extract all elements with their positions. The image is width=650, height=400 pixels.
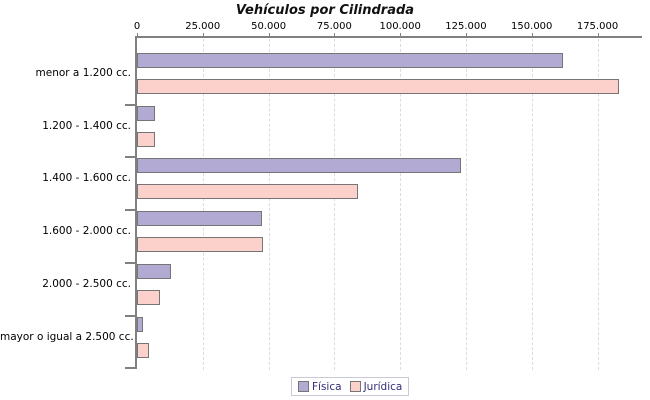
x-axis-tick xyxy=(531,33,533,38)
category-label: 1.200 - 1.400 cc. xyxy=(42,119,131,132)
category-label: mayor o igual a 2.500 cc. xyxy=(0,330,134,343)
bar-fisica xyxy=(137,316,144,332)
gridline xyxy=(400,39,402,370)
category-tick xyxy=(125,209,137,212)
x-axis-tick xyxy=(597,33,599,38)
category-label: 1.600 - 2.000 cc. xyxy=(42,225,131,238)
x-tick-label: 125.000 xyxy=(445,21,487,32)
legend: Física Jurídica xyxy=(291,377,410,396)
bar-fisica xyxy=(137,53,564,68)
bar-juridica xyxy=(137,184,359,200)
x-axis-tick xyxy=(400,33,402,38)
x-tick-label: 100.000 xyxy=(379,21,421,32)
x-tick-label: 175.000 xyxy=(576,21,619,32)
category-label: 2.000 - 2.500 cc. xyxy=(42,277,131,290)
legend-entry-juridica: Jurídica xyxy=(349,380,403,393)
legend-swatch-fisica xyxy=(298,381,309,392)
bar-fisica xyxy=(137,105,155,121)
x-axis-tick xyxy=(137,33,138,38)
legend-swatch-juridica xyxy=(349,381,361,392)
bar-fisica xyxy=(137,263,172,279)
category-tick xyxy=(125,367,137,370)
bar-juridica xyxy=(137,79,619,94)
legend-label-fisica: Física xyxy=(312,380,342,393)
x-tick-label: 25.000 xyxy=(185,21,221,32)
x-axis-tick xyxy=(202,33,204,38)
category-label: menor a 1.200 cc. xyxy=(35,67,131,79)
bar-juridica xyxy=(137,131,155,147)
bar-fisica xyxy=(137,158,461,174)
x-axis-line xyxy=(136,36,642,38)
gridline xyxy=(268,39,270,370)
x-tick-label: 150.000 xyxy=(511,21,553,32)
category-tick xyxy=(125,156,137,159)
x-axis-tick xyxy=(334,33,336,38)
category-tick xyxy=(125,261,137,264)
gridline xyxy=(465,39,467,370)
gridline xyxy=(531,39,533,370)
gridline xyxy=(597,39,599,370)
y-axis-line xyxy=(135,36,137,368)
gridline xyxy=(202,39,204,370)
bar-juridica xyxy=(137,342,150,358)
legend-entry-fisica: Física xyxy=(298,381,342,393)
gridline xyxy=(334,39,336,370)
bar-fisica xyxy=(137,211,262,227)
chart-title: Vehículos por Cilindrada xyxy=(235,3,415,18)
legend-label-juridica: Jurídica xyxy=(363,380,403,393)
x-tick-label: 75.000 xyxy=(316,21,352,32)
bar-juridica xyxy=(137,237,264,253)
x-axis-tick xyxy=(268,33,270,38)
bar-juridica xyxy=(137,289,160,305)
x-tick-label: 50.000 xyxy=(251,21,287,32)
x-axis-tick xyxy=(465,33,467,38)
category-tick xyxy=(125,103,137,106)
x-tick-label: 0 xyxy=(133,21,141,32)
category-label: 1.400 - 1.600 cc. xyxy=(42,172,131,185)
category-tick xyxy=(125,314,137,317)
